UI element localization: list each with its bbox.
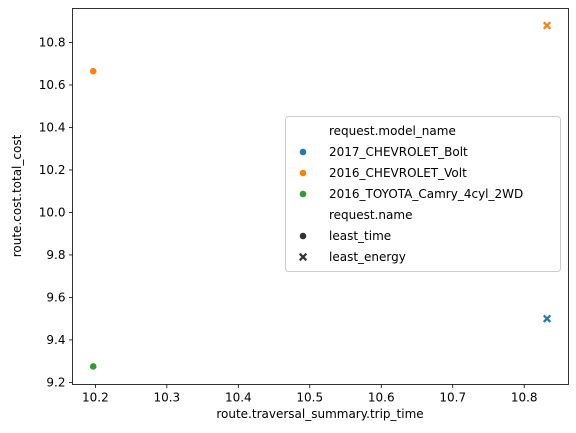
legend: request.model_name 2017_CHEVROLET_Bolt 201… [285,116,561,272]
x-axis-ticks: 10.2 10.3 10.4 10.5 10.6 10.7 10.8 [82,384,538,405]
y-axis-ticks: 9.2 9.4 9.6 9.8 10.0 10.2 10.4 10.6 10.8 [39,35,73,389]
legend-box [285,116,561,272]
legend-hue-title: request.model_name [329,124,456,138]
legend-marker [299,232,307,240]
data-point [542,21,552,30]
y-tick-label: 10.8 [39,35,66,49]
data-point [542,314,552,323]
legend-marker [299,190,307,198]
data-point-stroke [542,314,552,323]
legend-marker [298,252,308,262]
y-tick-label: 9.4 [46,333,65,347]
x-tick-label: 10.3 [153,391,180,405]
legend-item-label: least_time [329,229,391,243]
y-tick-label: 10.2 [39,163,66,177]
y-axis-label: route.cost.total_cost [10,134,24,257]
legend-marker-stroke [298,252,308,262]
y-tick-label: 9.2 [46,375,65,389]
x-tick-label: 10.7 [439,391,466,405]
legend-marker [299,169,307,177]
x-tick-label: 10.2 [82,391,109,405]
legend-marker [299,148,307,156]
x-tick-label: 10.4 [225,391,252,405]
y-tick-label: 9.8 [46,248,65,262]
legend-item-label: 2016_CHEVROLET_Volt [329,166,467,180]
data-point [89,362,98,371]
legend-item-label: 2017_CHEVROLET_Bolt [329,145,468,159]
axes-frame [72,8,569,385]
data-point [89,67,98,76]
x-axis-label: route.traversal_summary.trip_time [216,407,423,421]
data-points [89,21,552,371]
legend-style-title: request.name [329,208,412,222]
y-tick-label: 10.4 [39,120,66,134]
data-point-stroke [542,21,552,30]
x-tick-label: 10.5 [296,391,323,405]
legend-item-label: 2016_TOYOTA_Camry_4cyl_2WD [329,187,523,201]
y-tick-label: 10.0 [39,205,66,219]
y-tick-label: 9.6 [46,290,65,304]
y-tick-label: 10.6 [39,78,66,92]
legend-item-label: least_energy [329,250,406,264]
x-tick-label: 10.6 [368,391,395,405]
x-tick-label: 10.8 [511,391,538,405]
